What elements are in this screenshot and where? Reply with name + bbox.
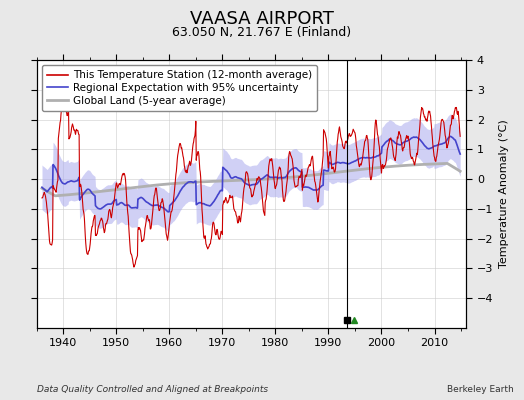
Text: Berkeley Earth: Berkeley Earth — [447, 385, 514, 394]
Y-axis label: Temperature Anomaly (°C): Temperature Anomaly (°C) — [499, 120, 509, 268]
Text: VAASA AIRPORT: VAASA AIRPORT — [190, 10, 334, 28]
Text: 63.050 N, 21.767 E (Finland): 63.050 N, 21.767 E (Finland) — [172, 26, 352, 39]
Text: Data Quality Controlled and Aligned at Breakpoints: Data Quality Controlled and Aligned at B… — [37, 385, 268, 394]
